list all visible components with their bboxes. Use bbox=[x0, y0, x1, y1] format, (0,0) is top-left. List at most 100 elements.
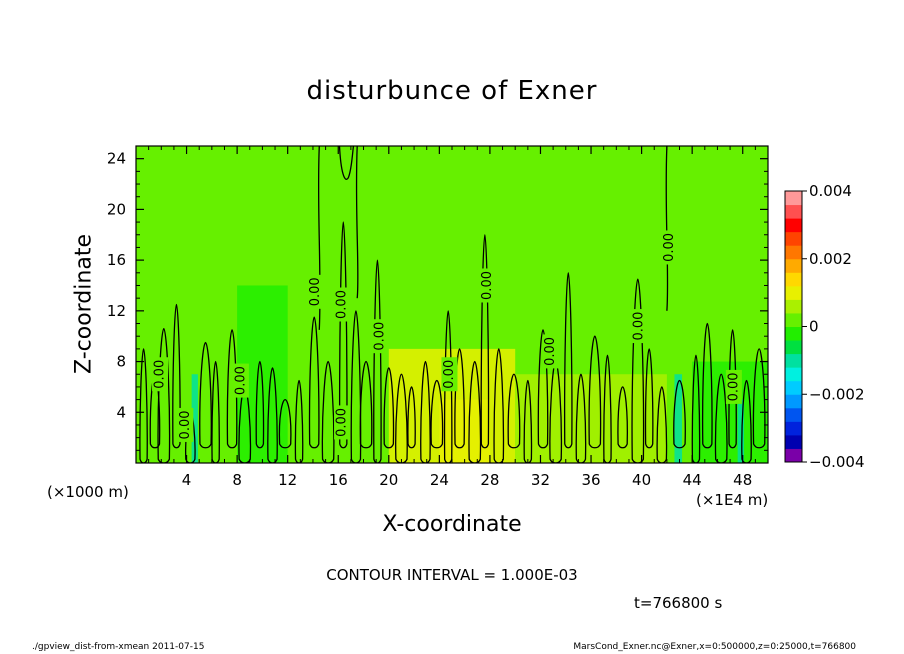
contour-label-8: 0.00 bbox=[480, 271, 495, 300]
color-field bbox=[136, 146, 768, 463]
colorbar-swatch-18 bbox=[785, 204, 802, 219]
contour-label-bg-4 bbox=[334, 287, 351, 322]
x-tick-label-2: 12 bbox=[278, 471, 297, 489]
contour-label-bg-10 bbox=[631, 309, 648, 344]
contour-label-7: 0.00 bbox=[442, 360, 457, 389]
colorbar-label-3: −0.002 bbox=[809, 385, 865, 403]
colorbar-label-0: 0.004 bbox=[809, 182, 852, 200]
contour-loop-16 bbox=[350, 310, 362, 463]
colorbar-swatch-12 bbox=[785, 285, 802, 300]
contour-loop-3 bbox=[172, 303, 181, 449]
colorbar-swatch-16 bbox=[785, 231, 802, 246]
contour-loop-9 bbox=[255, 360, 265, 449]
contour-loop-43 bbox=[701, 322, 713, 449]
colorbar-swatch-17 bbox=[785, 218, 802, 233]
contour-label-bg-8 bbox=[479, 268, 496, 303]
contour-loop-39 bbox=[644, 348, 654, 449]
contour-label-12: 0.00 bbox=[726, 372, 741, 401]
x-axis: 4 8 12 16 20 24 28 32 36 40 44 48 bbox=[148, 146, 756, 489]
contour-interval-note: CONTOUR INTERVAL = 1.000E-03 bbox=[326, 566, 578, 584]
colorbar-swatch-3 bbox=[785, 407, 802, 422]
contour-label-bg-5 bbox=[334, 405, 351, 440]
x-tick-label-3: 16 bbox=[329, 471, 348, 489]
contour-label-4: 0.00 bbox=[335, 290, 350, 319]
colorbar: 0.004 0.002 0 −0.002 −0.004 bbox=[784, 182, 865, 471]
contour-label-0: 0.00 bbox=[153, 360, 168, 389]
colorbar-swatch-5 bbox=[785, 380, 802, 395]
contour-top-notch bbox=[338, 146, 355, 180]
x-tick-label-11: 48 bbox=[733, 471, 752, 489]
x-tick-label-4: 20 bbox=[379, 471, 398, 489]
x-scale-note: (×1E4 m) bbox=[696, 491, 769, 509]
colorbar-label-4: −0.004 bbox=[809, 453, 865, 471]
contour-loop-7 bbox=[226, 329, 238, 449]
contour-lines bbox=[139, 146, 766, 463]
contour-loop-21 bbox=[407, 386, 416, 449]
footer-script-info: ./gpview_dist-from-xmean 2011-07-15 bbox=[32, 642, 205, 652]
time-label: t=766800 s bbox=[634, 594, 723, 612]
x-tick-label-5: 24 bbox=[430, 471, 449, 489]
footer-data-source: MarsCond_Exner.nc@Exner,x=0:500000,z=0:2… bbox=[573, 642, 856, 652]
x-axis-label: X-coordinate bbox=[382, 512, 522, 537]
contour-labels: 0.00 0.00 0.00 0.00 0.00 0.00 0.00 0.00 0.00 0.00… bbox=[152, 230, 742, 442]
contour-label-bg-3 bbox=[307, 274, 324, 309]
x-tick-label-6: 28 bbox=[480, 471, 499, 489]
field-band-2 bbox=[515, 374, 667, 463]
x-tick-label-1: 8 bbox=[232, 471, 242, 489]
colorbar-swatch-6 bbox=[785, 367, 802, 382]
contour-loop-13 bbox=[308, 316, 320, 449]
contour-label-1: 0.00 bbox=[178, 410, 193, 439]
x-tick-label-10: 44 bbox=[683, 471, 702, 489]
colorbar-label-2: 0 bbox=[809, 318, 819, 336]
x-tick-label-7: 32 bbox=[531, 471, 550, 489]
contour-loop-23 bbox=[430, 379, 444, 449]
x-tick-label-8: 36 bbox=[581, 471, 600, 489]
y-axis: 4 8 12 16 20 24 bbox=[107, 150, 768, 451]
colorbar-swatch-7 bbox=[785, 353, 802, 368]
contour-loop-29 bbox=[507, 373, 521, 449]
contour-label-bg-12 bbox=[725, 369, 742, 404]
colorbar-swatch-14 bbox=[785, 258, 802, 273]
contour-loop-47 bbox=[752, 348, 766, 449]
contour-vertical-0 bbox=[317, 146, 321, 330]
contour-label-bg-0 bbox=[152, 357, 169, 392]
contour-loop-19 bbox=[383, 367, 395, 449]
chart-title: disturbunce of Exner bbox=[306, 76, 598, 106]
contour-label-2: 0.00 bbox=[233, 366, 248, 395]
contour-label-bg-7 bbox=[441, 357, 458, 392]
colorbar-swatch-8 bbox=[785, 340, 802, 355]
y-tick-label-2: 12 bbox=[107, 302, 126, 320]
contour-loop-41 bbox=[673, 379, 686, 449]
field-band-6 bbox=[674, 374, 683, 463]
contour-loop-17 bbox=[359, 360, 373, 449]
field-band-7 bbox=[737, 399, 744, 463]
contour-label-9: 0.00 bbox=[543, 337, 558, 366]
contour-label-10: 0.00 bbox=[632, 312, 647, 341]
y-tick-label-0: 4 bbox=[116, 403, 126, 421]
colorbar-swatch-13 bbox=[785, 272, 802, 287]
contour-label-5: 0.00 bbox=[335, 408, 350, 437]
x-tick-label-0: 4 bbox=[182, 471, 192, 489]
contour-loop-33 bbox=[563, 272, 573, 449]
field-band-5 bbox=[191, 374, 198, 463]
contour-loop-5 bbox=[199, 341, 212, 449]
y-tick-label-1: 8 bbox=[116, 353, 126, 371]
colorbar-swatch-0 bbox=[785, 448, 802, 463]
colorbar-swatch-10 bbox=[785, 312, 802, 327]
contour-label-6: 0.00 bbox=[372, 322, 387, 351]
contour-label-3: 0.00 bbox=[308, 277, 323, 306]
y-tick-label-5: 24 bbox=[107, 150, 126, 168]
colorbar-swatch-9 bbox=[785, 326, 802, 341]
x-tick-label-9: 40 bbox=[632, 471, 651, 489]
contour-label-11: 0.00 bbox=[662, 233, 677, 262]
colorbar-swatch-19 bbox=[785, 191, 802, 206]
colorbar-swatch-15 bbox=[785, 245, 802, 260]
contour-label-bg-2 bbox=[232, 363, 249, 398]
colorbar-swatch-1 bbox=[785, 434, 802, 449]
contour-loop-27 bbox=[480, 234, 490, 449]
y-axis-label: Z-coordinate bbox=[71, 234, 97, 374]
contour-label-bg-11 bbox=[661, 230, 678, 265]
y-tick-label-3: 16 bbox=[107, 251, 126, 269]
colorbar-swatch-2 bbox=[785, 421, 802, 436]
